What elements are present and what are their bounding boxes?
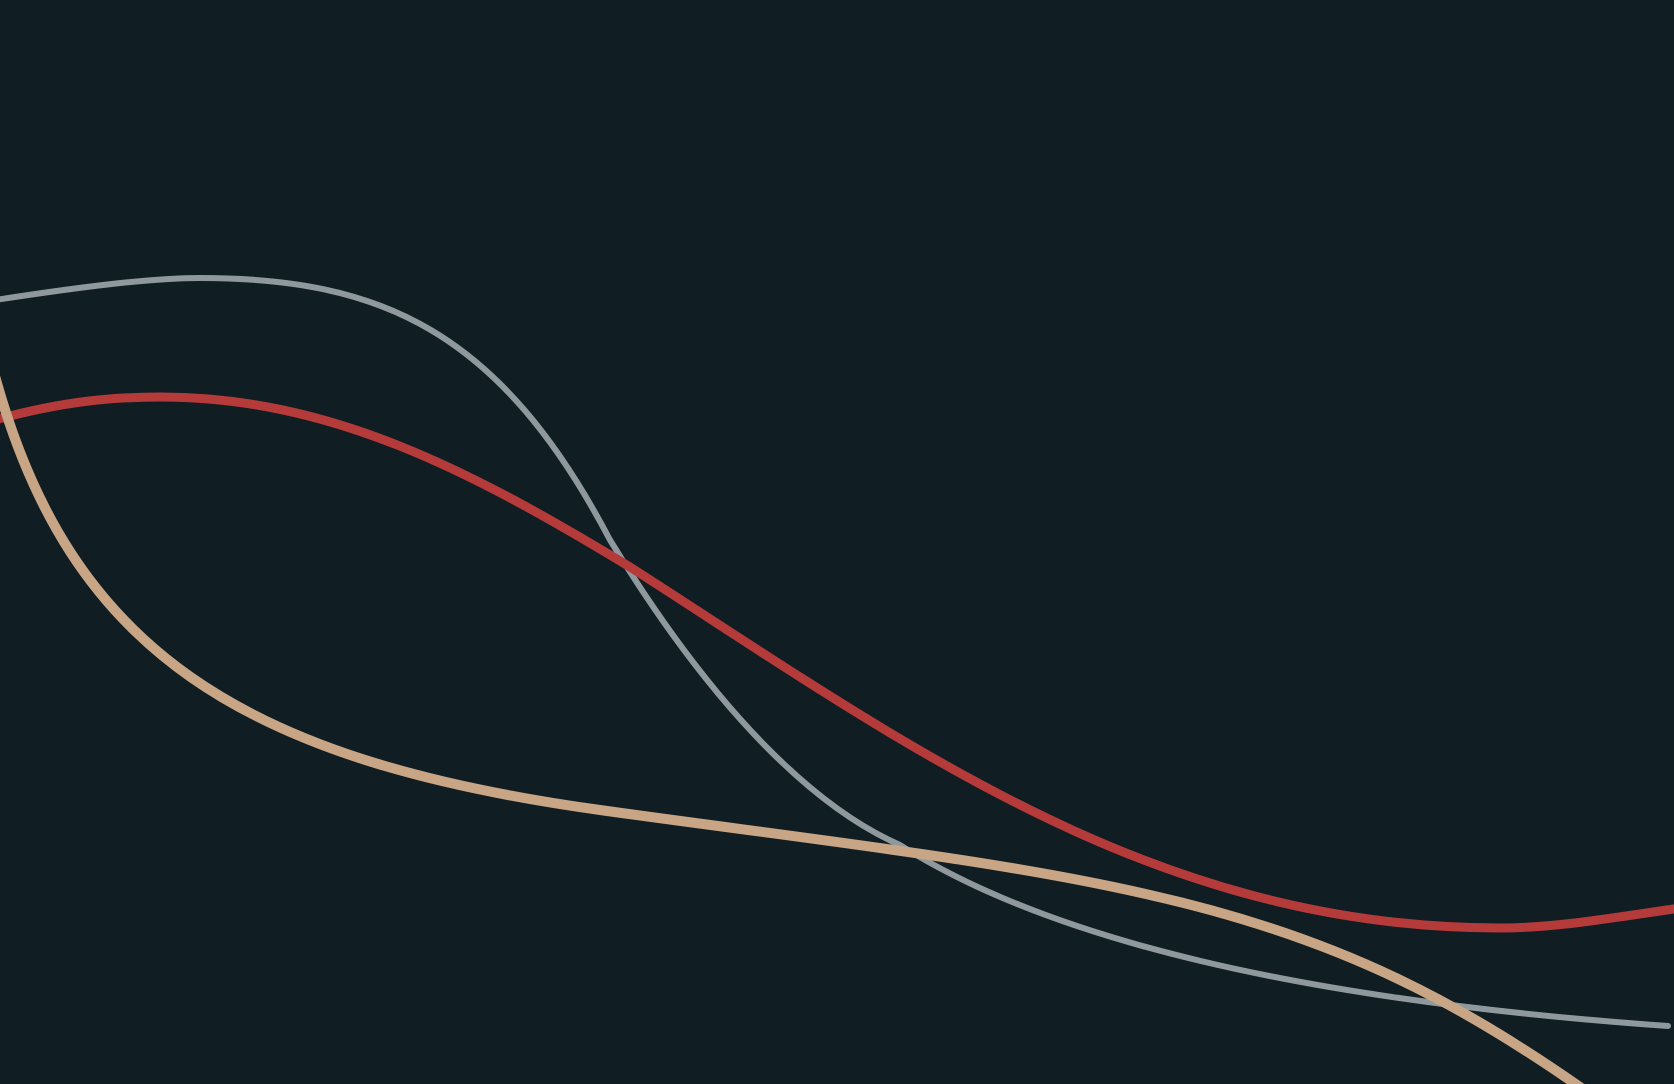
tan-curve (0, 375, 1585, 1084)
red-curve (0, 392, 1674, 933)
gray-curve (0, 274, 1671, 1029)
